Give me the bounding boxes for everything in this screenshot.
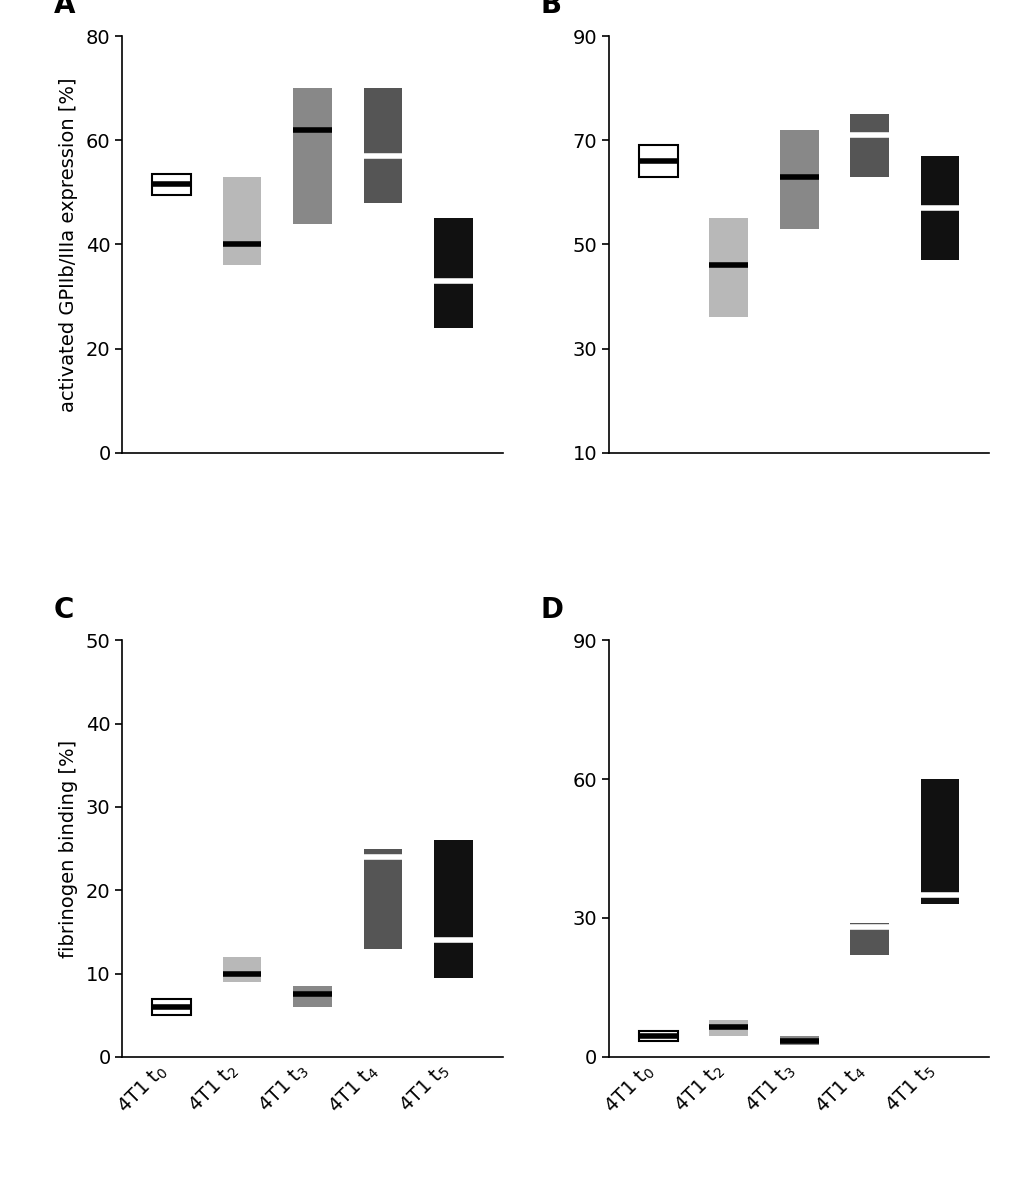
Bar [920,156,959,259]
Bar [363,88,401,203]
Text: C: C [54,596,74,623]
Bar [639,145,678,177]
Bar [222,177,261,265]
Bar [639,1032,678,1041]
Bar [709,1020,748,1036]
Bar [433,219,472,328]
Bar [920,779,959,904]
Bar [152,998,191,1015]
Bar [433,841,472,978]
Text: B: B [540,0,561,19]
Bar [152,174,191,195]
Y-axis label: fibrinogen binding [%]: fibrinogen binding [%] [58,740,77,957]
Bar [709,219,748,317]
Text: A: A [54,0,75,19]
Bar [292,986,331,1006]
Bar [292,88,331,223]
Bar [780,130,818,228]
Bar [850,922,889,955]
Bar [222,957,261,982]
Bar [363,849,401,949]
Y-axis label: activated GPIIb/IIIa expression [%]: activated GPIIb/IIIa expression [%] [58,77,77,412]
Text: D: D [540,596,564,623]
Bar [780,1036,818,1045]
Bar [850,114,889,177]
